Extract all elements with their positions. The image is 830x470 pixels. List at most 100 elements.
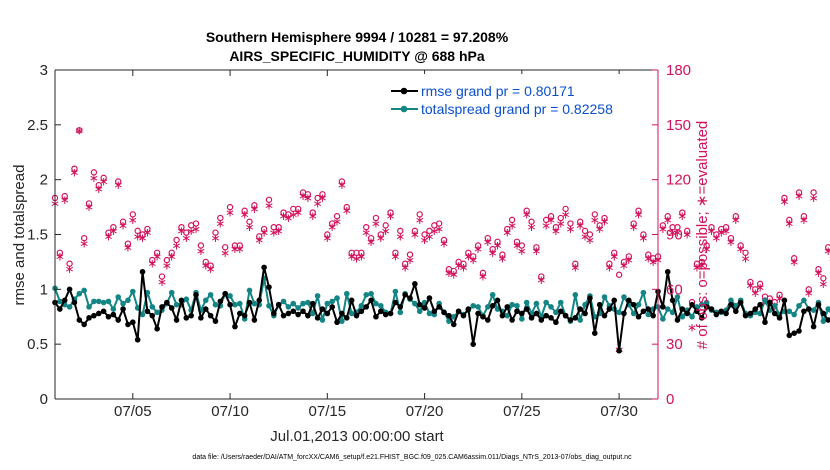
totalspread-point [125, 297, 131, 304]
obs-possible-point [698, 258, 705, 266]
totalspread-point [543, 299, 549, 306]
obs-possible-point [795, 189, 803, 196]
rmse-point [679, 306, 686, 312]
rmse-point [713, 311, 720, 318]
rmse-point [630, 301, 637, 308]
obs-possible-point [727, 234, 735, 242]
totalspread-point [232, 301, 238, 308]
obs-possible-point [479, 269, 487, 277]
obs-possible-point [153, 249, 161, 256]
obs-possible-point [508, 216, 516, 224]
obs-possible-point [460, 260, 467, 267]
totalspread-point [669, 309, 676, 316]
rmse-point [538, 317, 545, 323]
totalspread-point [207, 292, 214, 298]
totalspread-point [305, 299, 311, 306]
rmse-point [703, 304, 710, 310]
rmse-point [246, 299, 253, 306]
obs-possible-point [567, 220, 574, 227]
obs-possible-point [212, 229, 219, 236]
obs-possible-point [737, 242, 744, 249]
obs-possible-point [241, 207, 248, 214]
obs-evaluated-point: ∗ [736, 242, 746, 256]
totalspread-point [348, 310, 355, 317]
rmse-point [596, 301, 603, 308]
obs-possible-point [256, 233, 263, 240]
totalspread-point [319, 317, 326, 323]
rmse-point [217, 298, 224, 305]
rmse-point [441, 309, 447, 316]
obs-evaluated-point: ∗ [531, 244, 541, 258]
obs-possible-point [679, 209, 686, 216]
obs-evaluated-point: ∗ [181, 231, 191, 245]
totalspread-point [616, 309, 622, 316]
x-axis-label: Jul.01,2013 00:00:00 start [270, 428, 444, 445]
obs-evaluated-point: ∗ [677, 209, 687, 223]
obs-evaluated-point: ∗ [473, 242, 483, 256]
y-left-tick-label: 3 [40, 62, 48, 79]
rmse-point [202, 306, 209, 312]
totalspread-point [300, 300, 306, 307]
obs-possible-point [683, 227, 691, 235]
totalspread-point [689, 313, 695, 320]
rmse-point [329, 304, 335, 310]
obs-possible-point [85, 200, 93, 207]
totalspread-point [504, 312, 511, 319]
obs-possible-point [124, 240, 132, 247]
rmse-point [149, 312, 156, 319]
rmse-point [66, 286, 73, 293]
obs-evaluated-point: ∗ [721, 224, 731, 238]
obs-possible-point [426, 227, 433, 235]
obs-evaluated-point: ∗ [230, 242, 240, 256]
obs-possible-point [304, 191, 312, 198]
rmse-point [368, 297, 374, 304]
totalspread-point [791, 311, 797, 318]
obs-evaluated-point: ∗ [128, 213, 138, 227]
obs-possible-point [71, 165, 78, 172]
totalspread-point [801, 297, 807, 304]
obs-possible-point [285, 211, 292, 218]
totalspread-point [698, 301, 705, 308]
rmse-point [236, 310, 243, 317]
rmse-point [465, 306, 472, 312]
y-right-tick-label: 90 [666, 227, 683, 244]
obs-possible-point [674, 223, 681, 231]
obs-possible-point [552, 223, 560, 231]
rmse-point [95, 310, 102, 317]
obs-evaluated-point: ∗ [371, 217, 381, 231]
obs-possible-point [703, 242, 710, 249]
rmse-point [669, 297, 676, 304]
rmse-point [737, 299, 744, 306]
rmse-point [159, 304, 165, 310]
obs-evaluated-point: ∗ [395, 229, 405, 243]
chart-title-line1: Southern Hemisphere 9994 / 10281 = 97.20… [206, 29, 509, 45]
totalspread-point [475, 304, 481, 310]
obs-possible-point [202, 258, 209, 266]
obs-evaluated-point: ∗ [201, 259, 211, 273]
obs-possible-point [596, 222, 603, 229]
totalspread-point [168, 289, 175, 296]
obs-possible-point [572, 260, 579, 267]
obs-possible-point [756, 280, 764, 288]
obs-possible-point [825, 244, 830, 251]
obs-possible-point [221, 244, 229, 251]
obs-possible-point [367, 234, 375, 242]
obs-possible-point [786, 216, 793, 224]
y-right-tick-label: 0 [666, 391, 674, 408]
obs-evaluated-point: ∗ [828, 251, 830, 265]
obs-evaluated-point: ∗ [492, 238, 502, 252]
rmse-point [416, 301, 423, 308]
rmse-point [183, 315, 190, 321]
rmse-point [606, 306, 613, 312]
obs-evaluated-point: ∗ [386, 209, 396, 223]
obs-possible-point [547, 213, 555, 220]
obs-evaluated-point: ∗ [716, 226, 726, 240]
rmse-point [548, 315, 554, 321]
obs-evaluated-point: ∗ [527, 220, 537, 234]
obs-evaluated-point: ∗ [702, 242, 712, 256]
obs-evaluated-point: ∗ [317, 191, 327, 205]
obs-possible-point [533, 244, 540, 251]
totalspread-point [660, 316, 666, 322]
obs-possible-point [129, 211, 137, 218]
rmse-point [76, 317, 83, 323]
